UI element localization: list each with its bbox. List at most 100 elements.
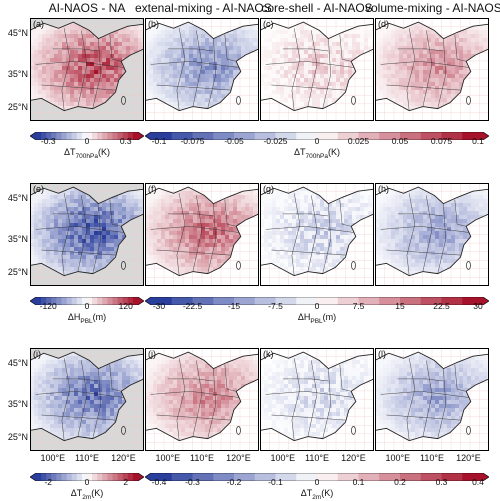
map-panel: (g) (260, 183, 374, 286)
colorbar-label: ΔT700hPa(K) (257, 147, 377, 160)
colorbar-tick-label: -2 (28, 477, 68, 487)
colorbar-tick-label: 30 (458, 301, 498, 311)
colorbar-label-main: ΔT (71, 488, 83, 498)
panel-label: (f) (148, 184, 157, 194)
column-title: volume-mixing - AI-NAOS (365, 1, 499, 15)
panel-label: (j) (148, 349, 156, 359)
map-panel: (b) (145, 18, 259, 121)
colorbar-tick-label: 0.3 (422, 477, 462, 487)
colorbar-label-main: ΔT (294, 147, 306, 157)
map-canvas (375, 348, 489, 451)
colorbar-tick-label: -15 (214, 301, 254, 311)
panel-label: (b) (148, 19, 159, 29)
map-canvas (30, 183, 144, 286)
map-canvas (145, 18, 259, 121)
colorbar-tick-label: -0.3 (28, 136, 68, 146)
map-panel: (e) (30, 183, 144, 286)
colorbar-label-sub: 700hPa (76, 153, 98, 160)
map-panel: (j) (145, 348, 259, 451)
map-panel: (f) (145, 183, 259, 286)
colorbar-tick-label: -0.1 (256, 477, 296, 487)
colorbar-tick-label: 0 (67, 301, 107, 311)
longitude-label: 120°E (448, 453, 488, 463)
latitude-label: 35°N (2, 399, 28, 409)
colorbar-tick-label: -0.025 (256, 136, 296, 146)
colorbar-label-unit: (m) (323, 312, 337, 322)
colorbar-label: ΔT700hPa(K) (27, 147, 147, 160)
colorbar-tick-label: 0.075 (422, 136, 462, 146)
colorbar-label-sub: PBL (80, 318, 92, 325)
column-title: core-shell - AI-NAOS (250, 1, 384, 15)
latitude-label: 35°N (2, 234, 28, 244)
map-canvas (145, 183, 259, 286)
colorbar-tick-label: -0.075 (173, 136, 213, 146)
colorbar-tick-label: 15 (380, 301, 420, 311)
column-title: AI-NAOS - NA (20, 1, 154, 15)
colorbar-label-unit: (K) (91, 488, 103, 498)
latitude-label: 25°N (2, 267, 28, 277)
map-canvas (260, 183, 374, 286)
map-canvas (30, 348, 144, 451)
longitude-label: 110°E (182, 453, 222, 463)
panel-label: (e) (33, 184, 44, 194)
latitude-label: 45°N (2, 358, 28, 368)
longitude-label: 110°E (297, 453, 337, 463)
panel-label: (g) (263, 184, 274, 194)
latitude-label: 25°N (2, 102, 28, 112)
map-panel: (l) (375, 348, 489, 451)
column-title: extenal-mixing - AI-NAOS (135, 1, 269, 15)
colorbar-tick-label: -7.5 (256, 301, 296, 311)
latitude-label: 45°N (2, 193, 28, 203)
map-panel: (a) (30, 18, 144, 121)
colorbar-tick-label: -0.3 (173, 477, 213, 487)
longitude-label: 120°E (333, 453, 373, 463)
panel-label: (l) (378, 349, 386, 359)
longitude-label: 110°E (67, 453, 107, 463)
map-panel: (d) (375, 18, 489, 121)
longitude-label: 120°E (218, 453, 258, 463)
colorbar-tick-label: 22.5 (422, 301, 462, 311)
colorbar-tick-label: 0.025 (339, 136, 379, 146)
panel-label: (d) (378, 19, 389, 29)
map-canvas (145, 348, 259, 451)
panel-label: (c) (263, 19, 274, 29)
colorbar-label-sub: 700hPa (306, 153, 328, 160)
colorbar-tick-label: 0 (297, 136, 337, 146)
latitude-label: 35°N (2, 69, 28, 79)
map-canvas (30, 18, 144, 121)
colorbar-label-main: ΔT (64, 147, 76, 157)
colorbar-label-unit: (K) (321, 488, 333, 498)
colorbar-label: ΔT2m(K) (27, 488, 147, 501)
colorbar-label: ΔT2m(K) (257, 488, 377, 501)
map-canvas (375, 183, 489, 286)
map-canvas (260, 18, 374, 121)
colorbar-tick-label: -22.5 (173, 301, 213, 311)
colorbar-tick-label: 0 (67, 477, 107, 487)
map-panel: (c) (260, 18, 374, 121)
map-canvas (375, 18, 489, 121)
colorbar-tick-label: 0.1 (458, 136, 498, 146)
colorbar-tick-label: -0.2 (214, 477, 254, 487)
colorbar-tick-label: -120 (28, 301, 68, 311)
colorbar-tick-label: 0 (67, 136, 107, 146)
longitude-label: 120°E (103, 453, 143, 463)
colorbar-label-unit: (K) (328, 147, 340, 157)
map-canvas (260, 348, 374, 451)
longitude-label: 110°E (412, 453, 452, 463)
colorbar-tick-label: 0.1 (339, 477, 379, 487)
colorbar-label-unit: (m) (93, 312, 107, 322)
colorbar-tick-label: 7.5 (339, 301, 379, 311)
map-panel: (h) (375, 183, 489, 286)
colorbar-label-unit: (K) (98, 147, 110, 157)
latitude-label: 25°N (2, 432, 28, 442)
colorbar-tick-label: -0.05 (214, 136, 254, 146)
latitude-label: 45°N (2, 28, 28, 38)
colorbar-tick-label: 0.4 (458, 477, 498, 487)
colorbar-tick-label: 0 (297, 301, 337, 311)
panel-label: (i) (33, 349, 41, 359)
colorbar-tick-label: 0.2 (380, 477, 420, 487)
colorbar-label: ΔHPBL(m) (257, 312, 377, 325)
colorbar-tick-label: 0.05 (380, 136, 420, 146)
panel-label: (h) (378, 184, 389, 194)
panel-label: (k) (263, 349, 274, 359)
